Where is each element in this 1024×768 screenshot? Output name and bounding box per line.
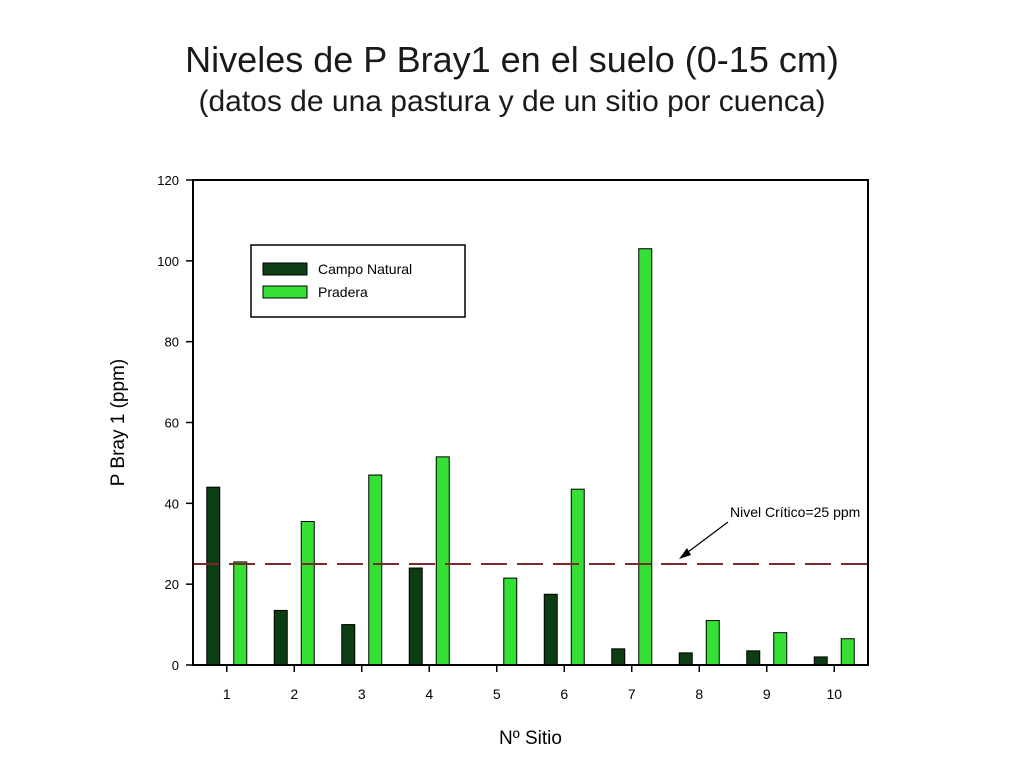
chart-subtitle: (datos de una pastura y de un sitio por … bbox=[198, 85, 826, 118]
x-tick-label: 5 bbox=[493, 686, 501, 702]
legend-label-campo-natural: Campo Natural bbox=[318, 261, 412, 277]
legend-box bbox=[250, 244, 466, 318]
bar-pradera-5 bbox=[503, 577, 518, 666]
annotation-arrow bbox=[683, 521, 729, 556]
annotation-arrowhead bbox=[679, 548, 691, 559]
bar-campo-natural-1 bbox=[206, 486, 221, 666]
bar-pradera-1 bbox=[233, 561, 248, 666]
bars-group bbox=[206, 248, 855, 666]
x-tick-label: 1 bbox=[223, 686, 231, 702]
bar-campo-natural-2 bbox=[273, 609, 288, 666]
y-tick-label: 80 bbox=[165, 335, 179, 350]
x-axis-label: Nº Sitio bbox=[499, 728, 562, 749]
bar-pradera-10 bbox=[840, 638, 855, 666]
legend: Campo Natural Pradera bbox=[250, 244, 466, 318]
y-axis-label: P Bray 1 (ppm) bbox=[108, 359, 129, 486]
legend-swatch-pradera bbox=[262, 285, 308, 299]
x-tick-label: 3 bbox=[358, 686, 366, 702]
x-tick-label: 8 bbox=[695, 686, 703, 702]
slide-title: Niveles de P Bray1 en el suelo (0-15 cm)… bbox=[0, 38, 1024, 122]
y-tick-label: 0 bbox=[172, 658, 179, 673]
legend-label-pradera: Pradera bbox=[318, 284, 368, 300]
bar-campo-natural-3 bbox=[341, 624, 356, 666]
y-tick-label: 60 bbox=[165, 416, 179, 431]
x-tick-label: 7 bbox=[628, 686, 636, 702]
x-tick-label: 6 bbox=[560, 686, 568, 702]
bar-campo-natural-6 bbox=[543, 593, 558, 666]
bar-pradera-3 bbox=[368, 474, 383, 666]
y-tick-label: 40 bbox=[165, 496, 179, 511]
bar-pradera-9 bbox=[773, 632, 788, 666]
bar-campo-natural-10 bbox=[813, 656, 828, 666]
bar-campo-natural-8 bbox=[678, 652, 693, 666]
critical-level-label: Nivel Crítico=25 ppm bbox=[730, 504, 860, 520]
x-tick-label: 4 bbox=[425, 686, 433, 702]
y-tick-label: 100 bbox=[157, 254, 179, 269]
bar-campo-natural-7 bbox=[611, 648, 626, 666]
bar-campo-natural-9 bbox=[746, 650, 761, 666]
bar-pradera-2 bbox=[300, 521, 315, 666]
reference-line-group: Nivel Crítico=25 ppm bbox=[193, 504, 868, 565]
bar-pradera-8 bbox=[705, 620, 720, 666]
bar-pradera-7 bbox=[638, 248, 653, 666]
chart-title: Niveles de P Bray1 en el suelo (0-15 cm) bbox=[185, 39, 839, 80]
y-axis: 0 20 40 60 80 100 120 bbox=[157, 173, 193, 673]
y-tick-label: 20 bbox=[165, 577, 179, 592]
x-tick-label: 2 bbox=[290, 686, 298, 702]
y-tick-label: 120 bbox=[157, 173, 179, 188]
x-tick-label: 10 bbox=[826, 686, 842, 702]
x-tick-label: 9 bbox=[763, 686, 771, 702]
bar-pradera-6 bbox=[570, 488, 585, 666]
x-axis: 1 2 3 4 5 6 7 8 9 10 bbox=[223, 665, 842, 702]
bar-pradera-4 bbox=[435, 456, 450, 666]
bar-campo-natural-4 bbox=[408, 567, 423, 666]
legend-swatch-campo-natural bbox=[262, 262, 308, 276]
